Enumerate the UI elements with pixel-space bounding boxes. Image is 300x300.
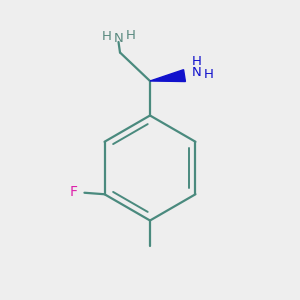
Text: H: H <box>204 68 213 82</box>
Text: H: H <box>126 28 135 42</box>
Polygon shape <box>150 70 185 82</box>
Text: F: F <box>70 185 77 199</box>
Text: H: H <box>192 55 201 68</box>
Text: N: N <box>192 66 201 79</box>
Text: N: N <box>114 32 123 45</box>
Text: H: H <box>102 30 112 43</box>
